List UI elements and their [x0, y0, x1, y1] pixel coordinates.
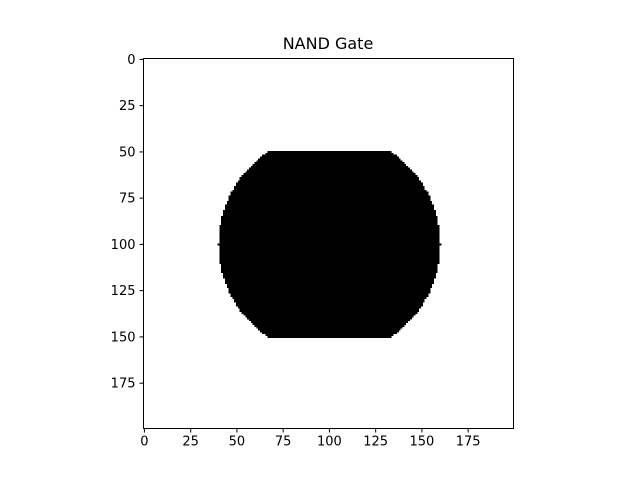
plot-area — [143, 58, 514, 429]
x-tick-label: 0 — [140, 435, 148, 450]
y-tick-label: 175 — [111, 377, 136, 392]
y-axis: 0 25 50 75 100 125 150 175 — [111, 53, 144, 392]
x-tick-label: 25 — [182, 435, 199, 450]
x-tick-label: 150 — [410, 435, 435, 450]
x-axis: 0 25 50 75 100 125 150 175 — [140, 428, 481, 450]
y-tick-label: 100 — [111, 238, 136, 253]
y-tick-label: 75 — [119, 192, 136, 207]
y-tick-label: 50 — [119, 145, 136, 160]
chart-title: NAND Gate — [283, 34, 374, 53]
x-tick-label: 175 — [456, 435, 481, 450]
axes-frame — [143, 58, 514, 429]
y-tick-label: 150 — [111, 330, 136, 345]
y-tick-label: 25 — [119, 99, 136, 114]
x-tick-label: 50 — [229, 435, 246, 450]
x-tick-label: 100 — [317, 435, 342, 450]
x-tick-label: 125 — [363, 435, 388, 450]
x-tick-label: 75 — [275, 435, 292, 450]
gate-shape — [217, 151, 442, 338]
y-tick-label: 0 — [127, 53, 135, 68]
y-tick-label: 125 — [111, 284, 136, 299]
